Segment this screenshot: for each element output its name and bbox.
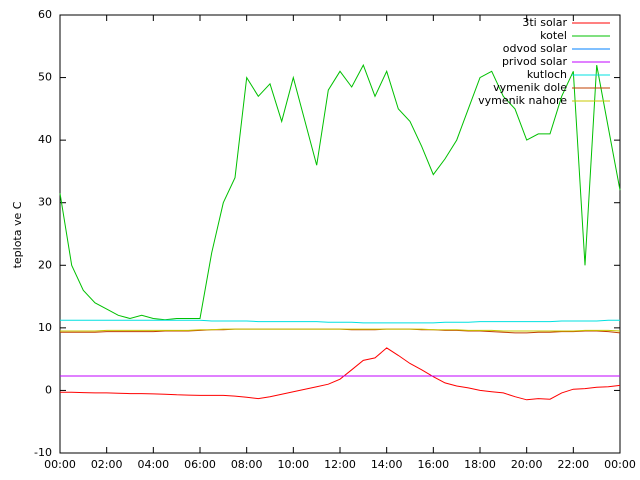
series-line [60,319,620,324]
legend-label: vymenik nahore [478,94,567,107]
y-tick-label: 40 [38,133,52,146]
legend-label: 3ti solar [522,16,567,29]
y-tick-label: 50 [38,71,52,84]
legend-label: vymenik dole [493,81,567,94]
y-tick-label: 20 [38,258,52,271]
y-axis-label: teplota ve C [11,201,24,268]
y-tick-label: 0 [45,383,52,396]
x-tick-label: 00:00 [44,458,76,471]
y-tick-label: 30 [38,196,52,209]
x-tick-label: 10:00 [277,458,309,471]
legend-label: odvod solar [503,42,568,55]
y-tick-label: -10 [34,446,52,459]
legend-label: privod solar [502,55,568,68]
x-tick-label: 02:00 [91,458,123,471]
x-tick-label: 16:00 [417,458,449,471]
x-tick-label: 22:00 [557,458,589,471]
y-tick-label: 10 [38,321,52,334]
legend-label: kotel [540,29,567,42]
x-tick-label: 18:00 [464,458,496,471]
x-tick-label: 06:00 [184,458,216,471]
series-line [59,63,621,321]
x-tick-label: 14:00 [371,458,403,471]
x-tick-label: 04:00 [137,458,169,471]
x-tick-label: 20:00 [511,458,543,471]
legend-label: kutloch [527,68,567,81]
x-tick-label: 00:00 [604,458,636,471]
series-line [60,328,621,332]
x-tick-label: 12:00 [324,458,356,471]
y-tick-label: 60 [38,8,52,21]
series-line [60,347,621,401]
x-tick-label: 08:00 [231,458,263,471]
